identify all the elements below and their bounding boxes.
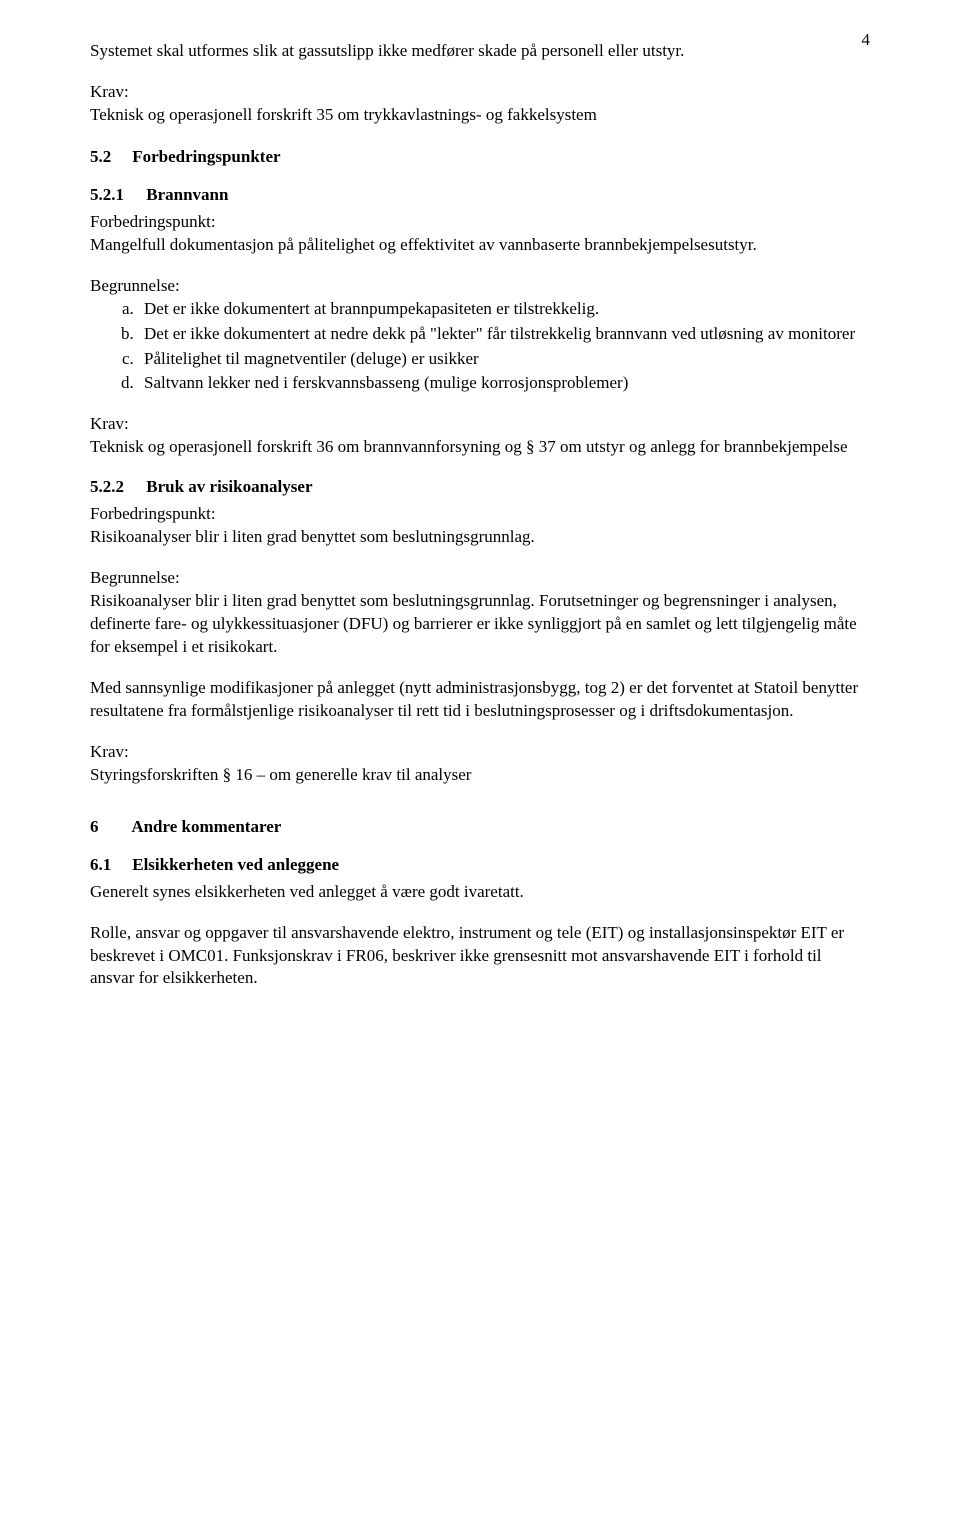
krav-label: Krav: (90, 741, 870, 764)
krav-label: Krav: (90, 81, 870, 104)
paragraph: Systemet skal utformes slik at gassutsli… (90, 40, 870, 63)
heading-title: Elsikkerheten ved anleggene (132, 855, 339, 874)
paragraph: Med sannsynlige modifikasjoner på anlegg… (90, 677, 870, 723)
list-item: Saltvann lekker ned i ferskvannsbasseng … (138, 372, 870, 395)
heading-title: Brannvann (146, 185, 228, 204)
begrunnelse-list: Det er ikke dokumentert at brannpumpekap… (90, 298, 870, 396)
krav-text: Teknisk og operasjonell forskrift 35 om … (90, 104, 870, 127)
begrunnelse-label: Begrunnelse: (90, 275, 870, 298)
page-number: 4 (862, 30, 871, 50)
list-item: Det er ikke dokumentert at nedre dekk på… (138, 323, 870, 346)
heading-5-2-2: 5.2.2 Bruk av risikoanalyser (90, 477, 870, 497)
heading-title: Forbedringspunkter (132, 147, 280, 166)
heading-6: 6 Andre kommentarer (90, 817, 870, 837)
heading-5-2-1: 5.2.1 Brannvann (90, 185, 870, 205)
krav-text: Teknisk og operasjonell forskrift 36 om … (90, 436, 870, 459)
heading-6-1: 6.1 Elsikkerheten ved anleggene (90, 855, 870, 875)
heading-number: 6 (90, 817, 128, 837)
heading-number: 5.2.1 (90, 185, 142, 205)
heading-5-2: 5.2 Forbedringspunkter (90, 147, 870, 167)
krav-text: Styringsforskriften § 16 – om generelle … (90, 764, 870, 787)
heading-title: Bruk av risikoanalyser (146, 477, 312, 496)
forbedringspunkt-label: Forbedringspunkt: (90, 503, 870, 526)
heading-number: 5.2.2 (90, 477, 142, 497)
heading-number: 6.1 (90, 855, 128, 875)
forbedringspunkt-text: Mangelfull dokumentasjon på pålitelighet… (90, 234, 870, 257)
document-page: 4 Systemet skal utformes slik at gassuts… (0, 0, 960, 1527)
krav-label: Krav: (90, 413, 870, 436)
begrunnelse-text: Risikoanalyser blir i liten grad benytte… (90, 590, 870, 659)
list-item: Pålitelighet til magnetventiler (deluge)… (138, 348, 870, 371)
list-item: Det er ikke dokumentert at brannpumpekap… (138, 298, 870, 321)
forbedringspunkt-text: Risikoanalyser blir i liten grad benytte… (90, 526, 870, 549)
paragraph: Rolle, ansvar og oppgaver til ansvarshav… (90, 922, 870, 991)
forbedringspunkt-label: Forbedringspunkt: (90, 211, 870, 234)
heading-number: 5.2 (90, 147, 128, 167)
begrunnelse-label: Begrunnelse: (90, 567, 870, 590)
paragraph: Generelt synes elsikkerheten ved anlegge… (90, 881, 870, 904)
heading-title: Andre kommentarer (131, 817, 281, 836)
